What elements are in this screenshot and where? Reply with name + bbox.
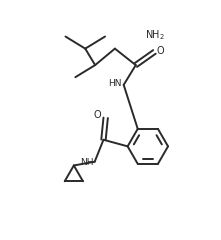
- Text: HN: HN: [108, 79, 122, 88]
- Text: NH$_2$: NH$_2$: [145, 29, 164, 42]
- Text: O: O: [94, 109, 101, 120]
- Text: O: O: [157, 46, 164, 56]
- Text: NH: NH: [80, 158, 93, 167]
